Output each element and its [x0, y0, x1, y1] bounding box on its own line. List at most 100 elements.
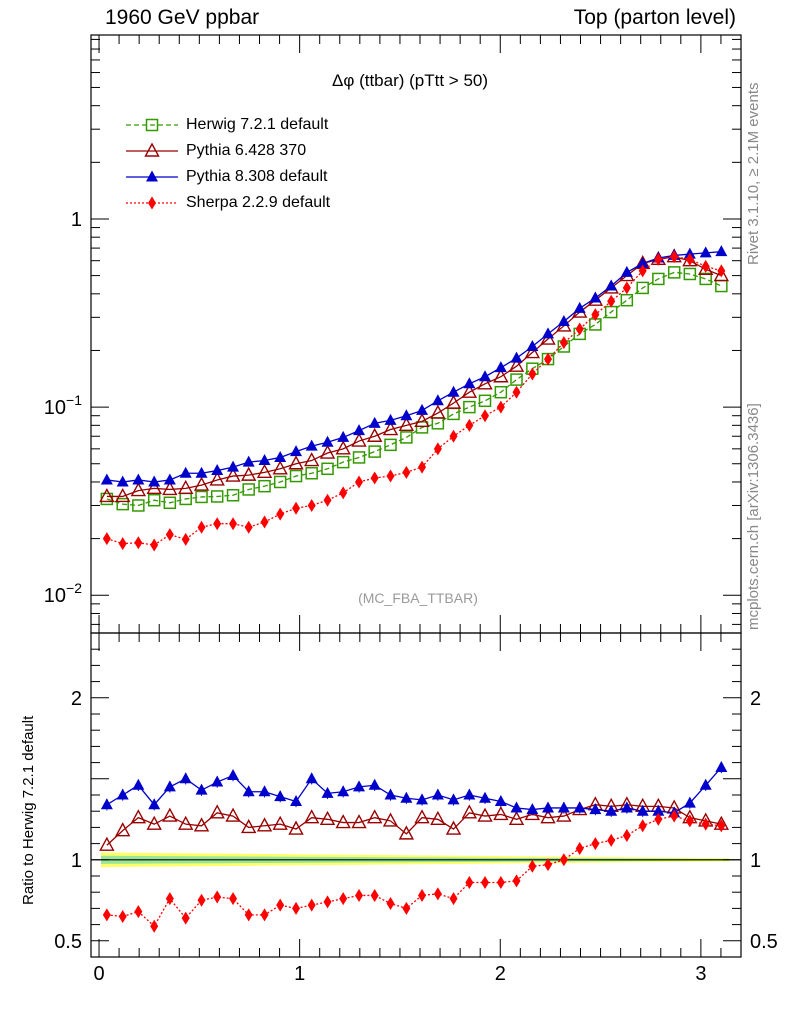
data-point [321, 435, 334, 447]
ratio-point [449, 892, 458, 906]
data-point [685, 252, 694, 266]
ratio-point [683, 796, 696, 808]
data-point [181, 532, 190, 546]
ratio-line [106, 804, 722, 846]
data-point [229, 517, 238, 531]
ratio-point [477, 807, 493, 822]
ratio-point [130, 809, 147, 824]
main-series-3 [102, 250, 726, 552]
data-point [477, 375, 493, 390]
data-point [510, 351, 523, 363]
ratio-point [353, 780, 366, 792]
data-point [652, 272, 665, 286]
data-point [351, 432, 367, 447]
ratio-point [339, 892, 348, 906]
main-y-tick-label: 10−1 [44, 392, 82, 419]
data-point [273, 475, 287, 489]
data-point [620, 293, 634, 307]
data-point [512, 385, 521, 399]
data-point [241, 466, 257, 481]
data-point [292, 501, 301, 515]
data-point [99, 487, 115, 503]
data-point [227, 460, 240, 472]
data-point [163, 496, 177, 510]
data-point [418, 460, 427, 474]
ratio-point [638, 819, 647, 833]
ratio-point [132, 778, 145, 790]
ratio-point [229, 892, 238, 906]
data-point [447, 385, 460, 397]
data-point [384, 438, 397, 452]
ratio-series-3 [102, 809, 726, 933]
ratio-point [307, 898, 316, 912]
legend-label: Sherpa 2.2.9 default [186, 194, 331, 211]
data-point [321, 462, 334, 476]
data-point [701, 259, 710, 273]
ratio-point [715, 760, 728, 772]
data-point [575, 322, 584, 336]
ratio-point [528, 859, 537, 873]
ratio-point [622, 829, 631, 842]
data-point [147, 493, 161, 507]
legend-marker [144, 142, 160, 157]
ratio-point [461, 804, 478, 819]
data-point [195, 490, 208, 504]
data-point [636, 281, 649, 295]
data-point [336, 455, 350, 469]
series-line [106, 271, 722, 507]
ratio-point [115, 822, 131, 837]
ratio-point [150, 919, 159, 933]
main-y-tick-label: 1 [71, 209, 82, 231]
data-point [622, 281, 631, 295]
ratio-point [304, 809, 320, 824]
data-point [605, 279, 618, 291]
series-line [106, 256, 722, 546]
data-point [559, 336, 568, 350]
ratio-point [636, 804, 649, 816]
data-point [430, 404, 446, 419]
process-label: Top (parton level) [573, 6, 736, 29]
data-point [715, 279, 728, 293]
ratio-point [685, 814, 694, 828]
data-point [260, 515, 269, 529]
data-point [355, 475, 364, 489]
data-point [683, 267, 697, 281]
data-point [339, 486, 348, 500]
data-point [274, 450, 287, 462]
legend-entry-3: Sherpa 2.2.9 default [124, 190, 330, 216]
ratio-line [106, 767, 722, 814]
ratio-point [557, 801, 570, 813]
data-point [382, 421, 399, 436]
data-point [715, 245, 728, 257]
ratio-point [559, 853, 568, 867]
ratio-point [260, 908, 269, 922]
data-point [416, 403, 429, 415]
data-point [698, 260, 714, 276]
ratio-point [386, 897, 395, 911]
series-line [106, 256, 722, 498]
data-point [667, 266, 681, 279]
data-point [102, 532, 111, 546]
data-point [258, 454, 271, 466]
analysis-id-watermark: (MC_FBA_TTBAR) [358, 590, 478, 606]
ratio-point [335, 814, 351, 829]
data-point [526, 339, 539, 351]
data-point [607, 294, 616, 308]
data-point [197, 520, 206, 534]
data-point [319, 444, 336, 459]
data-point [510, 373, 523, 386]
ratio-point [526, 803, 539, 815]
ratio-point [319, 810, 336, 825]
ratio-point [134, 905, 143, 919]
ratio-point [481, 875, 490, 889]
ratio-line [106, 815, 722, 928]
main-y-tick-label: 10−2 [44, 580, 82, 607]
ratio-axis-label: Ratio to Herwig 7.2.1 default [20, 715, 37, 905]
ratio-point [116, 788, 129, 800]
ratio-point [241, 818, 257, 834]
ratio-point [573, 801, 586, 813]
ratio-point [148, 798, 161, 810]
ratio-point [431, 788, 444, 800]
ratio-y-tick-label-left: 1 [71, 850, 82, 872]
ratio-point [508, 810, 525, 825]
